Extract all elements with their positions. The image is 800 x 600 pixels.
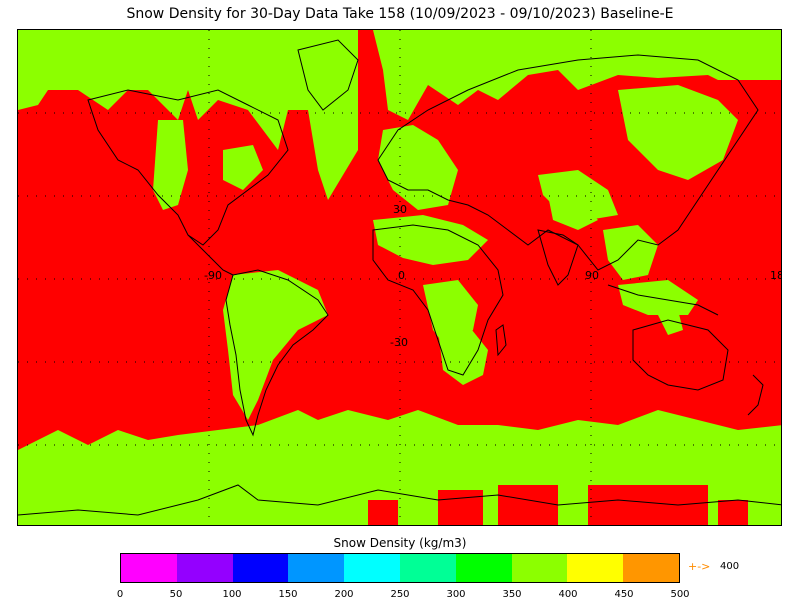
tibet-snow-region <box>548 195 598 230</box>
coastline-layer <box>18 39 781 516</box>
eurasia-outline <box>377 54 759 271</box>
gap-a <box>368 500 398 525</box>
gap-d <box>588 485 708 525</box>
indonesia-outline <box>607 284 719 316</box>
new-zealand-outline <box>747 374 764 416</box>
gap-c <box>498 485 558 525</box>
colorbar-tick-label: 0 <box>116 589 124 600</box>
central-america-outline <box>187 234 234 276</box>
colorbar-swatch <box>567 554 624 582</box>
southern-africa-snow-region <box>438 325 488 385</box>
indonesia-snow-region <box>618 280 698 315</box>
colorbar-swatch <box>288 554 345 582</box>
gap-e <box>718 500 748 525</box>
lon-label-0: 0 <box>398 269 405 282</box>
colorbar-tick-label: 300 <box>446 589 466 600</box>
snow-region-layer <box>18 30 781 525</box>
colorbar-swatch <box>176 554 233 582</box>
antarctic-gap-layer <box>368 485 748 525</box>
colorbar-tick-label: 400 <box>558 589 578 600</box>
australia-outline <box>632 319 729 391</box>
colorbar-tick-label: 250 <box>390 589 410 600</box>
colorbar-tick-label: 450 <box>614 589 634 600</box>
colorbar-tick-label: 200 <box>334 589 354 600</box>
north-america-snow-region <box>153 120 188 210</box>
colorbar-swatch <box>344 554 400 582</box>
colorbar-swatch <box>121 554 177 582</box>
siberia-snow-region <box>618 85 738 180</box>
map-title: Snow Density for 30-Day Data Take 158 (1… <box>126 6 674 22</box>
colorbar-tick-label: 50 <box>169 589 183 600</box>
greenland-snow-region <box>283 30 358 125</box>
colorbar-swatch <box>455 554 512 582</box>
colorbar-tick-label: 500 <box>670 589 690 600</box>
legend-title: Snow Density (kg/m3) <box>333 536 467 550</box>
south-america-snow-region <box>223 270 328 420</box>
colorbar-swatch <box>623 554 679 582</box>
colorbar-swatch <box>232 554 289 582</box>
south-america-outline <box>225 269 329 437</box>
india-outline <box>537 229 579 286</box>
colorbar <box>120 553 680 583</box>
gap-b <box>438 490 483 525</box>
southeast-asia-snow-region <box>603 225 658 280</box>
out-of-range-value: 400 <box>720 561 740 572</box>
global-snow-density-map: 30 -30 -90 0 90 180 <box>17 29 782 526</box>
australia-snow-region <box>658 310 683 335</box>
colorbar-tick-label: 100 <box>222 589 242 600</box>
antarctica-outline <box>18 484 781 516</box>
colorbar-tick-label: 350 <box>502 589 522 600</box>
europe-snow-region <box>378 125 458 210</box>
lon-label-180: 180 <box>770 269 782 282</box>
lon-label-90e: 90 <box>585 269 599 282</box>
lat-label-30s: -30 <box>390 336 408 349</box>
africa-outline <box>372 224 504 376</box>
canada-snow-patch <box>223 145 263 190</box>
lon-label-90w: -90 <box>204 269 222 282</box>
greenland-outline <box>297 39 359 111</box>
sahara-snow-region <box>373 215 488 265</box>
lat-label-30n: 30 <box>393 203 407 216</box>
north-america-outline <box>87 89 289 246</box>
arctic-snow-region <box>18 30 781 200</box>
madagascar-outline <box>495 324 507 357</box>
colorbar-tick-label: 150 <box>278 589 298 600</box>
colorbar-swatch <box>399 554 456 582</box>
colorbar-swatch <box>511 554 568 582</box>
out-of-range-marker: +-> <box>688 560 711 573</box>
graticule-layer <box>18 30 781 525</box>
